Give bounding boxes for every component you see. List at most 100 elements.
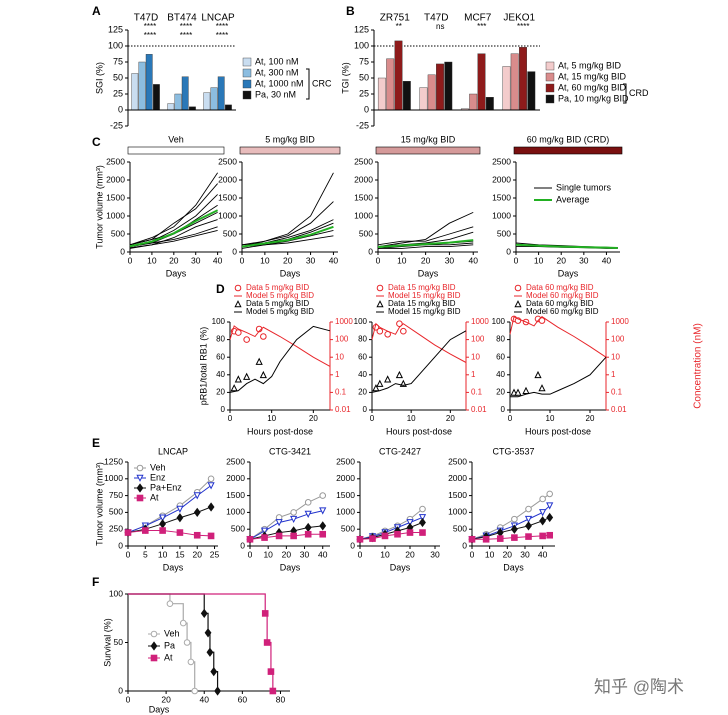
point bbox=[304, 522, 312, 533]
legend-label: At bbox=[164, 652, 173, 662]
point bbox=[124, 529, 132, 536]
point bbox=[193, 507, 201, 518]
y-tick-label: 40 bbox=[496, 370, 505, 379]
legend-swatch bbox=[545, 94, 555, 104]
y-tick-label: 2500 bbox=[492, 156, 511, 166]
point bbox=[259, 370, 267, 379]
significance: ns bbox=[436, 22, 444, 31]
point bbox=[510, 524, 518, 534]
survival-curve bbox=[128, 593, 274, 691]
y-tick-label: 80 bbox=[496, 335, 505, 344]
legend-label: At, 300 nM bbox=[255, 67, 299, 77]
x-tick-label: 20 bbox=[405, 549, 415, 559]
y-tick-label: 0.01 bbox=[611, 405, 627, 414]
y-tick-label: 500 bbox=[231, 523, 245, 533]
y-tick-label: 1000 bbox=[471, 317, 489, 326]
y-tick-label: 0 bbox=[462, 540, 467, 550]
x-tick-label: 10 bbox=[263, 549, 273, 559]
y-tick-label: 25 bbox=[359, 88, 369, 98]
point bbox=[243, 336, 250, 343]
point bbox=[304, 499, 312, 506]
y-tick-label: 500 bbox=[497, 228, 511, 238]
point bbox=[159, 514, 167, 522]
x-tick-label: 10 bbox=[380, 549, 390, 559]
legend-label: Data 15 mg/kg BID bbox=[388, 283, 456, 292]
point bbox=[275, 532, 283, 540]
y-tick-label: 2500 bbox=[218, 156, 237, 166]
point bbox=[496, 535, 504, 542]
significance: **** bbox=[180, 31, 192, 40]
x-tick-label: 20 bbox=[169, 255, 179, 265]
tumor-line bbox=[241, 201, 334, 248]
x-tick-label: 20 bbox=[309, 414, 318, 423]
point bbox=[269, 687, 277, 695]
y-tick-label: 750 bbox=[109, 490, 123, 500]
y-tick-label: 2500 bbox=[354, 156, 373, 166]
y-tick-label: 1000 bbox=[106, 210, 125, 220]
legend-bracket bbox=[306, 68, 310, 100]
panel-title: 60 mg/kg BID (CRD) bbox=[527, 134, 610, 144]
point bbox=[356, 535, 364, 543]
y-tick-label: 2000 bbox=[106, 174, 125, 184]
legend-marker bbox=[136, 464, 144, 472]
y-tick-label: 0 bbox=[118, 104, 123, 114]
point bbox=[230, 384, 238, 392]
y-tick-label: 0 bbox=[506, 246, 511, 256]
legend-label: At bbox=[150, 492, 159, 502]
legend-label: At, 100 nM bbox=[255, 56, 299, 66]
legend-marker bbox=[150, 654, 158, 662]
bar bbox=[145, 54, 153, 111]
significance: ** bbox=[396, 22, 402, 31]
x-tick-label: 30 bbox=[579, 255, 589, 265]
significance: **** bbox=[144, 31, 156, 40]
x-axis-label: Days bbox=[390, 562, 411, 572]
y-tick-label: 500 bbox=[109, 507, 123, 517]
tumor-line bbox=[241, 172, 334, 246]
legend-label: Veh bbox=[150, 462, 166, 472]
x-tick-label: 40 bbox=[469, 255, 479, 265]
x-tick-label: 30 bbox=[445, 255, 455, 265]
point bbox=[419, 505, 426, 513]
y-tick-label: 1500 bbox=[218, 192, 237, 202]
point bbox=[159, 527, 166, 534]
legend-label: Average bbox=[556, 194, 589, 204]
x-tick-label: 0 bbox=[128, 255, 133, 265]
y-tick-label: 75 bbox=[113, 56, 123, 66]
y-tick-label: 2000 bbox=[218, 174, 237, 184]
bar bbox=[386, 58, 395, 111]
x-tick-label: 0 bbox=[126, 549, 131, 559]
x-tick-label: 0 bbox=[470, 549, 475, 559]
y-tick-label: 500 bbox=[111, 228, 125, 238]
point bbox=[482, 535, 490, 543]
point bbox=[376, 327, 384, 335]
y-axis-label: TGI (%) bbox=[340, 62, 350, 94]
y-tick-label: 1000 bbox=[336, 507, 355, 517]
y-tick-label: 1000 bbox=[104, 473, 123, 483]
y-tick-label: 125 bbox=[108, 24, 123, 34]
legend-marker bbox=[376, 300, 384, 308]
y-tick-label: 1000 bbox=[335, 317, 353, 326]
y-tick-label: 100 bbox=[109, 588, 123, 598]
legend-swatch bbox=[545, 72, 555, 82]
legend-marker bbox=[514, 284, 522, 292]
y-tick-label: 0 bbox=[368, 246, 373, 256]
bar bbox=[477, 53, 486, 111]
tumor-line bbox=[129, 172, 218, 246]
tumor-line bbox=[241, 235, 334, 249]
point bbox=[406, 529, 414, 536]
model-line bbox=[229, 325, 331, 367]
y-tick-label: 0 bbox=[240, 540, 245, 550]
bar bbox=[203, 92, 211, 111]
tumor-line bbox=[129, 229, 218, 249]
y-tick-label: 0.01 bbox=[335, 405, 351, 414]
point bbox=[193, 492, 201, 500]
y-tick-label: 2000 bbox=[226, 473, 245, 483]
legend-label: Veh bbox=[164, 628, 180, 638]
legend-swatch bbox=[242, 79, 252, 89]
y-tick-label: 500 bbox=[341, 523, 355, 533]
point bbox=[207, 475, 215, 483]
y-tick-label: 40 bbox=[216, 370, 225, 379]
legend-label: Model 5 mg/kg BID bbox=[246, 291, 314, 300]
bar bbox=[510, 53, 519, 111]
y-tick-label: 500 bbox=[359, 228, 373, 238]
